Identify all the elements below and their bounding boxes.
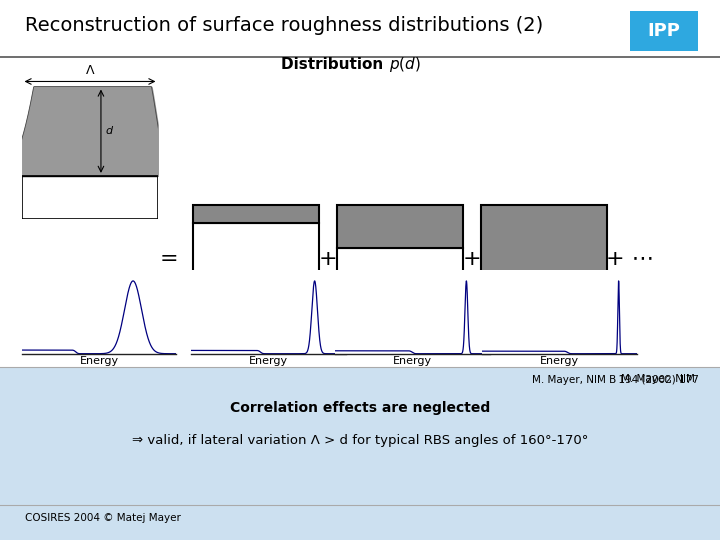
Text: +: + <box>318 249 337 269</box>
Text: Distribution: Distribution <box>282 57 389 72</box>
FancyBboxPatch shape <box>630 11 698 51</box>
Text: $p(d)$: $p(d)$ <box>389 55 420 75</box>
Text: M. Mayer, NIM: M. Mayer, NIM <box>621 374 698 384</box>
X-axis label: Energy: Energy <box>540 356 580 367</box>
Bar <box>22 176 158 219</box>
Bar <box>337 248 463 327</box>
Text: M. Mayer, NIM B 194 (2002) 177: M. Mayer, NIM B 194 (2002) 177 <box>531 375 698 386</box>
Bar <box>0 367 720 540</box>
Bar <box>192 224 318 327</box>
Text: + ⋯: + ⋯ <box>606 249 654 269</box>
Text: COSIRES 2004 © Matej Mayer: COSIRES 2004 © Matej Mayer <box>25 514 181 523</box>
Bar <box>481 272 606 327</box>
Text: $\Lambda$: $\Lambda$ <box>85 64 95 77</box>
Bar <box>0 0 720 367</box>
Text: ⇒ valid, if lateral variation Λ > d for typical RBS angles of 160°-170°: ⇒ valid, if lateral variation Λ > d for … <box>132 434 588 447</box>
Text: d: d <box>105 126 112 136</box>
Text: IPP: IPP <box>647 22 680 40</box>
X-axis label: Energy: Energy <box>79 356 119 367</box>
Text: =: = <box>160 249 179 269</box>
Bar <box>481 205 606 272</box>
Text: M. Mayer, NIM: M. Mayer, NIM <box>621 374 698 384</box>
Bar <box>192 205 318 224</box>
Text: +: + <box>462 249 481 269</box>
X-axis label: Energy: Energy <box>392 356 432 367</box>
X-axis label: Energy: Energy <box>248 356 288 367</box>
Text: Reconstruction of surface roughness distributions (2): Reconstruction of surface roughness dist… <box>25 16 544 35</box>
Bar <box>337 205 463 248</box>
Text: Correlation effects are neglected: Correlation effects are neglected <box>230 401 490 415</box>
